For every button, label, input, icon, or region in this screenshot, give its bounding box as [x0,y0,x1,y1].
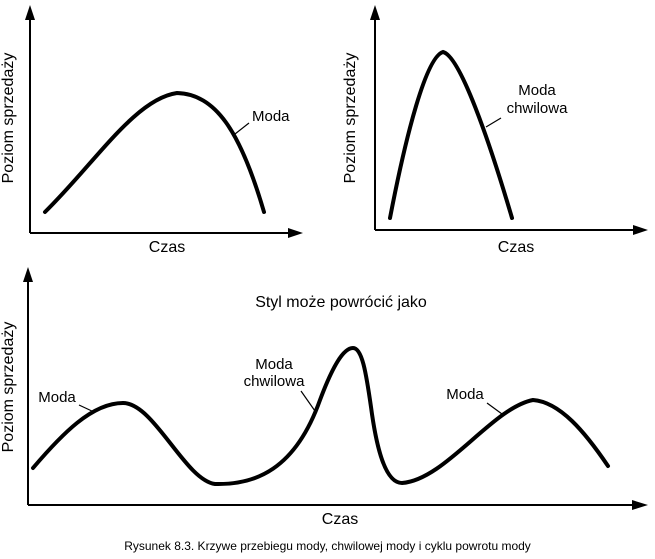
cycle-left-label: Moda [38,389,76,406]
fad-curve [388,49,514,220]
cycle-middle-label-line1: Moda [255,356,293,373]
fashion-label-leader [234,122,250,135]
fashion-chart: Moda Poziom sprzedaży Czas [0,5,303,256]
cycle-y-axis-arrow-icon [23,267,33,282]
figure-caption: Rysunek 8.3. Krzywe przebiegu mody, chwi… [124,539,531,553]
fashion-y-axis-arrow-icon [25,5,35,20]
fashion-x-axis-label: Czas [149,239,185,256]
cycle-chart-title: Styl może powrócić jako [255,294,427,311]
cycle-middle-label-leader [300,390,316,412]
cycle-x-axis-label: Czas [322,511,358,528]
cycle-curve [31,345,610,487]
cycle-y-axis-label: Poziom sprzedaży [0,322,17,453]
cycle-right-label-leader [486,402,503,415]
fad-curve-label-line1: Moda [518,82,556,99]
fashion-curve-label: Moda [252,108,290,125]
fad-y-axis-arrow-icon [370,5,380,20]
fad-curve-label-line2: chwilowa [507,100,569,117]
fashion-x-axis-arrow-icon [288,228,303,238]
fad-chart: Moda chwilowa Poziom sprzedaży Czas [342,5,648,256]
cycle-middle-label-line2: chwilowa [244,373,306,390]
fad-x-axis-label: Czas [498,239,534,256]
fad-label-leader [485,117,502,128]
cycle-right-label: Moda [446,386,484,403]
cycle-x-axis-arrow-icon [632,500,648,510]
fad-y-axis-label: Poziom sprzedaży [342,53,359,184]
fashion-curve [43,90,266,214]
cycle-left-label-leader [78,404,95,413]
cycle-chart: Styl może powrócić jako Moda Moda chwilo… [0,267,648,528]
fashion-y-axis-label: Poziom sprzedaży [0,53,17,184]
fad-x-axis-arrow-icon [633,225,648,235]
